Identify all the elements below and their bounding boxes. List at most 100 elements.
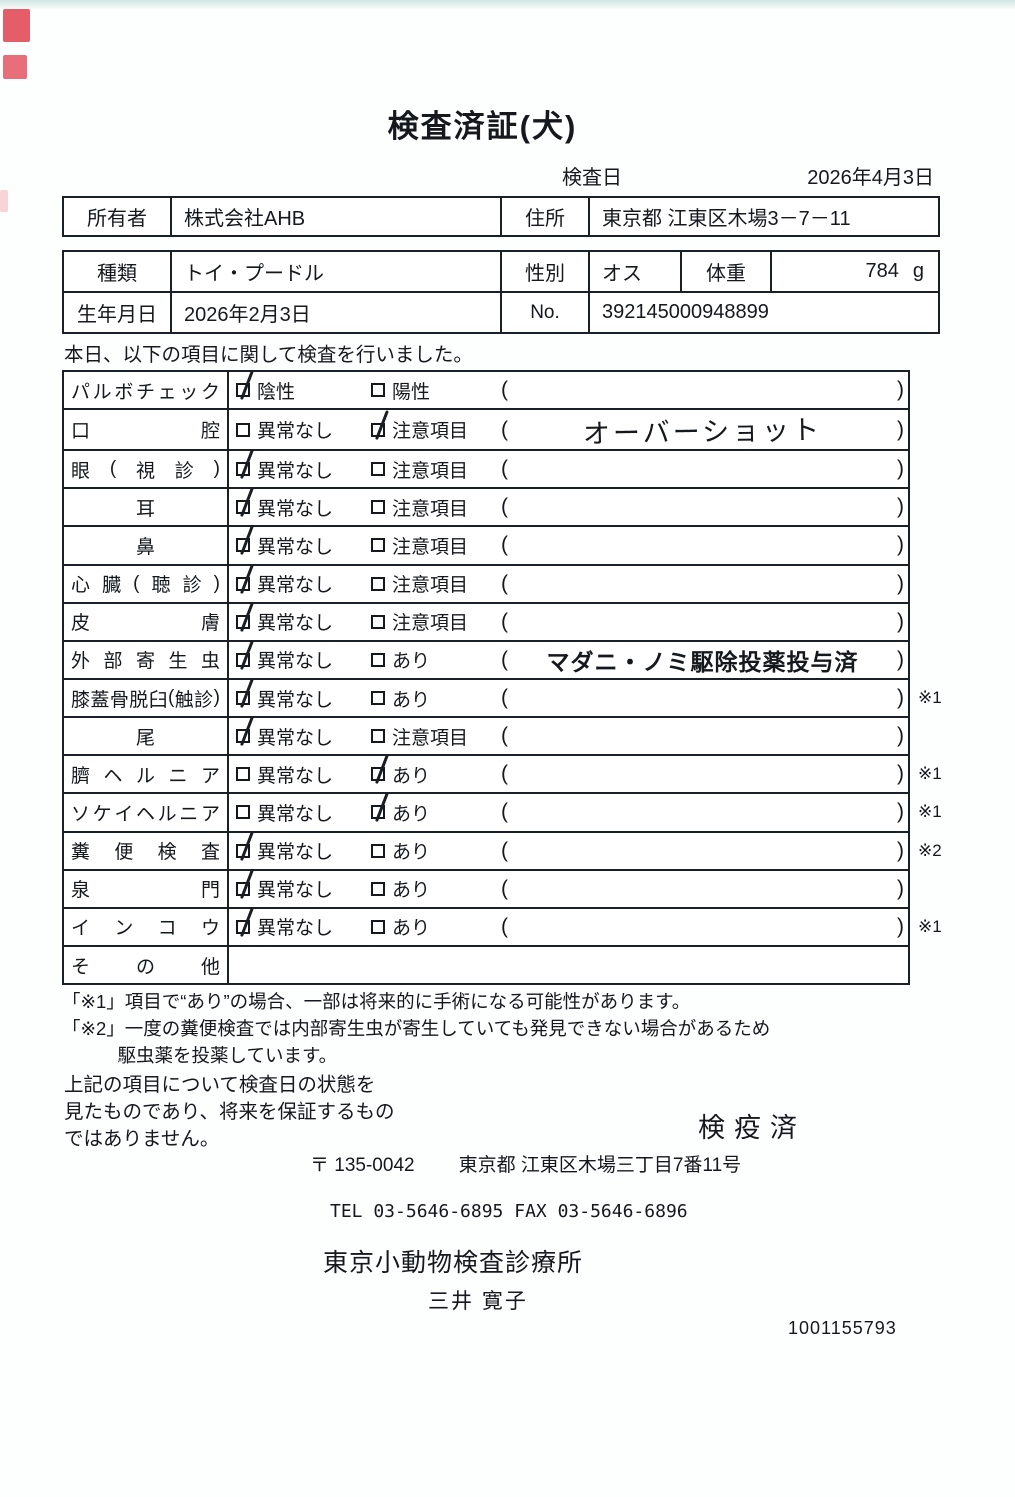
birth-label: 生年月日 xyxy=(64,293,172,332)
checkbox-unchecked: 注意項目 xyxy=(364,456,499,483)
checkbox-label: 異常なし xyxy=(257,842,334,864)
exam-options: 異常なし あり xyxy=(229,833,499,869)
exam-item-label: 糞便検査 xyxy=(64,832,229,869)
checkbox-checked: 異常なし xyxy=(229,875,364,902)
checkbox-checked: 異常なし xyxy=(229,913,364,940)
breed-value: トイ・プードル xyxy=(172,252,502,291)
checkbox-icon xyxy=(371,422,385,437)
checklist-row: 膝蓋骨脱臼(触診) 異常なし あり ( ) ※1 xyxy=(64,677,942,717)
paren-open: ( xyxy=(501,417,508,441)
checklist-row: 鼻 異常なし 注意項目 ( ) xyxy=(64,525,908,564)
birth-value: 2026年2月3日 xyxy=(172,293,502,332)
exam-note: ( ) xyxy=(499,680,908,716)
exam-note: ( ) xyxy=(499,604,908,640)
checkbox-icon xyxy=(371,843,385,858)
exam-note: ( ) xyxy=(499,833,908,869)
footnote-1: 「※1」項目で“あり”の場合、一部は将来的に手術になる可能性があります。 xyxy=(62,991,691,1012)
checklist-row: ソケイヘルニア 異常なし あり ( ) ※1 xyxy=(64,792,942,831)
checkbox-icon xyxy=(371,919,385,934)
paren-close: ) xyxy=(897,914,904,938)
exam-options: 異常なし あり xyxy=(229,794,499,830)
checkbox-unchecked: 注意項目 xyxy=(364,723,499,750)
footnote-2: 「※2」一度の糞便検査では内部寄生虫が寄生していても発見できない場合があるため … xyxy=(62,1018,771,1066)
red-ink-mark xyxy=(3,55,27,79)
checkbox-label: 注意項目 xyxy=(392,498,469,520)
footnote-ref: ※1 xyxy=(918,688,942,708)
checkbox-label: あり xyxy=(392,803,431,825)
paren-open: ( xyxy=(501,609,508,633)
exam-options: 異常なし 注意項目 xyxy=(229,489,499,525)
exam-note: ( ) xyxy=(499,871,908,907)
paren-open: ( xyxy=(501,800,508,824)
checkbox-label: 異常なし xyxy=(257,460,334,482)
paren-open: ( xyxy=(501,647,508,671)
checkbox-label: 陽性 xyxy=(392,381,431,403)
owner-label: 所有者 xyxy=(64,198,172,235)
intro-text: 本日、以下の項目に関して検査を行いました。 xyxy=(64,344,473,366)
checkbox-icon xyxy=(236,614,250,629)
owner-table: 所有者 株式会社AHB 住所 東京都 江東区木場3－7－11 xyxy=(62,196,940,237)
checkbox-unchecked: 異常なし xyxy=(229,416,364,443)
footnotes: 「※1」項目で“あり”の場合、一部は将来的に手術になる可能性があります。 「※2… xyxy=(62,988,770,1069)
pet-row-2: 生年月日 2026年2月3日 No. 392145000948899 xyxy=(64,291,938,332)
paren-close: ) xyxy=(897,800,904,824)
exam-note: ( ) xyxy=(499,756,908,792)
checkbox-label: 異常なし xyxy=(257,803,334,825)
checkbox-label: あり xyxy=(392,880,431,902)
breed-label: 種類 xyxy=(64,252,172,291)
checkbox-unchecked: あり xyxy=(364,837,499,864)
exam-options: 異常なし 注意項目 xyxy=(229,604,499,640)
checkbox-checked: 異常なし xyxy=(229,837,364,864)
checkbox-icon xyxy=(371,576,385,591)
exam-item-label: 口腔 xyxy=(64,410,229,450)
exam-item-label: 臍ヘルニア xyxy=(64,756,229,793)
paren-close: ) xyxy=(897,838,904,862)
owner-value: 株式会社AHB xyxy=(172,198,502,235)
checkbox-label: 異常なし xyxy=(257,880,334,902)
exam-item-label: ソケイヘルニア xyxy=(64,794,229,831)
exam-note-text: オーバーショット xyxy=(582,415,823,450)
checkbox-icon xyxy=(236,576,250,591)
exam-note: ( マダニ・ノミ駆除投薬投与済 ) xyxy=(499,642,908,678)
checkbox-checked: 異常なし xyxy=(229,532,364,559)
weight-label: 体重 xyxy=(682,252,772,291)
exam-checklist-table: パルボチェック 陰性 陽性 ( ) 口腔 異常なし 注意項目 ( オーバーショット … xyxy=(62,370,942,985)
paren-open: ( xyxy=(501,533,508,557)
checkbox-icon xyxy=(236,383,250,398)
paren-open: ( xyxy=(501,571,508,595)
exam-item-label: 眼(視診) xyxy=(64,451,229,488)
exam-item-label: その他 xyxy=(64,946,229,984)
sex-value: オス xyxy=(590,252,682,291)
checklist-row: インコウ 異常なし あり ( ) ※1 xyxy=(64,906,942,945)
checklist-row: 糞便検査 異常なし あり ( ) ※2 xyxy=(64,830,942,869)
paren-close: ) xyxy=(897,417,904,441)
exam-note: ( ) xyxy=(499,909,908,945)
exam-item-label: 鼻 xyxy=(64,527,229,564)
checkbox-checked: 異常なし xyxy=(229,494,364,521)
checkbox-label: 異常なし xyxy=(257,765,334,787)
checkbox-checked: 異常なし xyxy=(229,685,364,712)
checkbox-label: 異常なし xyxy=(257,651,334,673)
postal-code: 〒 135-0042 xyxy=(310,1155,415,1176)
checkbox-label: 異常なし xyxy=(257,689,334,711)
sex-label: 性別 xyxy=(502,252,590,291)
exam-options: 異常なし 注意項目 xyxy=(229,451,499,487)
exam-note: ( ) xyxy=(499,794,908,830)
checkbox-icon xyxy=(236,729,250,744)
paren-close: ) xyxy=(897,876,904,900)
inspection-date-value: 2026年4月3日 xyxy=(807,167,934,189)
exam-note: ( ) xyxy=(499,566,908,602)
paren-open: ( xyxy=(501,457,508,481)
checkbox-label: 異常なし xyxy=(257,575,334,597)
paren-open: ( xyxy=(501,724,508,748)
checkbox-label: あり xyxy=(392,651,431,673)
exam-options: 異常なし あり xyxy=(229,756,499,792)
checkbox-label: あり xyxy=(392,689,431,711)
exam-options: 異常なし 注意項目 xyxy=(229,527,499,563)
checklist-row: 尾 異常なし 注意項目 ( ) xyxy=(64,716,908,755)
footnote-ref: ※1 xyxy=(918,802,942,822)
checkbox-unchecked: 注意項目 xyxy=(364,494,499,521)
checkbox-unchecked: 異常なし xyxy=(229,799,364,826)
checkbox-checked: 異常なし xyxy=(229,570,364,597)
